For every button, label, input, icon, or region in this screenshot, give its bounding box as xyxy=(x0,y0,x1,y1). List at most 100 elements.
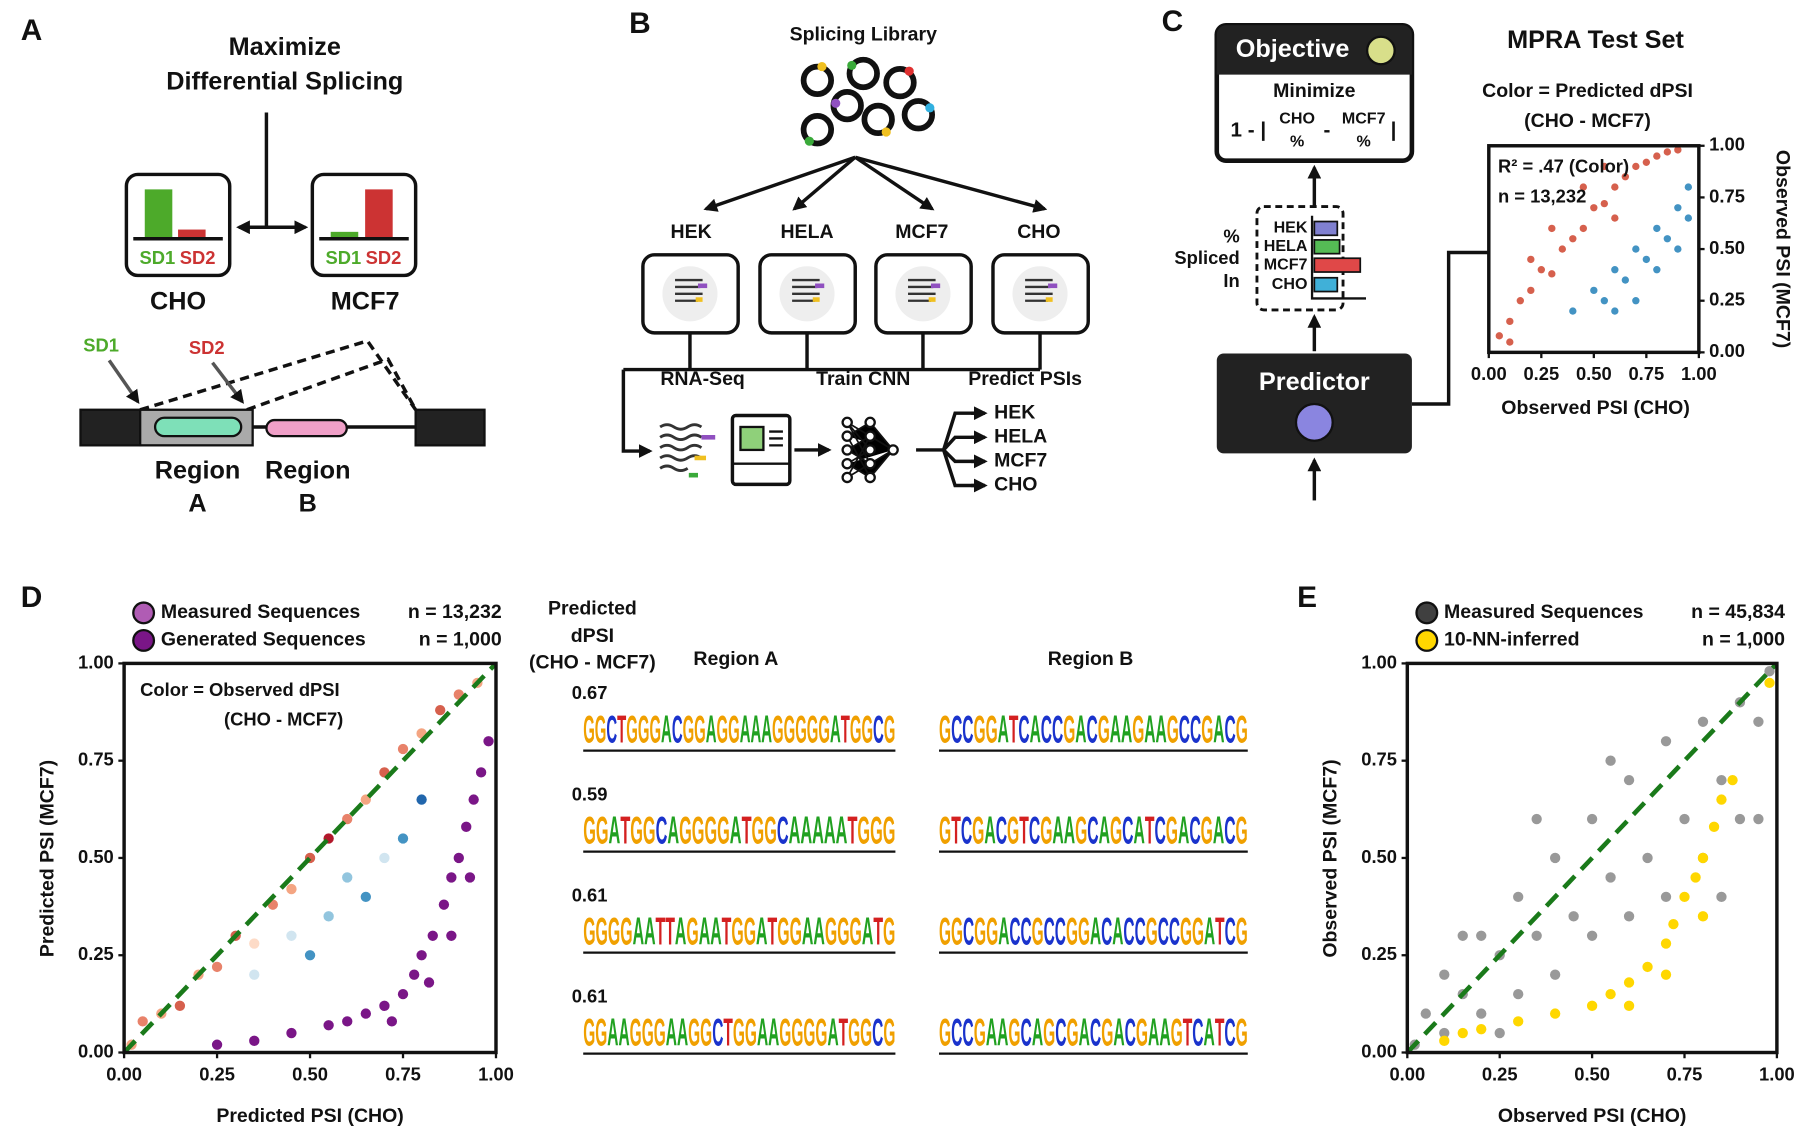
point xyxy=(1513,988,1524,1000)
nucleotide: G xyxy=(779,1012,791,1055)
nucleotide: C xyxy=(1009,911,1020,954)
nucleotide: A xyxy=(1064,810,1075,853)
cell-label: CHO xyxy=(1017,221,1060,243)
point xyxy=(1623,911,1635,922)
nucleotide: C xyxy=(1224,810,1235,853)
point xyxy=(1579,224,1587,233)
point xyxy=(416,950,427,961)
nucleotide: T xyxy=(1215,1012,1225,1055)
point xyxy=(1558,245,1566,253)
nucleotide: T xyxy=(620,810,630,853)
point xyxy=(1734,813,1746,825)
panel-letter: E xyxy=(1297,581,1317,614)
point xyxy=(1527,255,1535,264)
nucleotide: G xyxy=(583,1012,595,1055)
nucleotide: G xyxy=(860,1012,872,1055)
fan xyxy=(916,411,983,488)
nucleotide: A xyxy=(802,911,813,954)
nucleotide: C xyxy=(656,810,668,853)
label: MCF7 xyxy=(331,288,400,316)
point xyxy=(1549,1008,1561,1019)
nucleotide: G xyxy=(745,1012,757,1055)
nucleotide: C xyxy=(1189,810,1200,853)
axis-label: % xyxy=(1223,225,1239,246)
x-tick-label: 0.00 xyxy=(106,1063,142,1084)
nucleotide: G xyxy=(1201,709,1213,752)
nucleotide: C xyxy=(1125,1012,1136,1055)
annotation: Color = Observed dPSI xyxy=(140,679,339,700)
nucleotide: G xyxy=(772,709,784,752)
point xyxy=(1590,204,1598,212)
nucleotide: C xyxy=(1154,810,1165,853)
step-label: Predict PSIs xyxy=(968,368,1082,390)
nucleotide: A xyxy=(1213,810,1224,853)
nucleotide: C xyxy=(872,1012,883,1055)
nucleotide: A xyxy=(836,810,848,853)
nucleotide: G xyxy=(939,1012,951,1055)
scatter-chart: 0.00 0.25 0.50 0.75 1.00 0.00 0.25 0.50 0.75 1.00… xyxy=(1320,601,1795,1127)
legend: Measured Sequences n = 13,232 Generated Se… xyxy=(132,601,502,652)
output-label: CHO xyxy=(994,474,1037,496)
point xyxy=(1579,183,1587,191)
nucleotide: G xyxy=(596,911,608,954)
box xyxy=(124,172,232,278)
nucleotide: A xyxy=(984,810,995,853)
nucleotide: G xyxy=(791,1012,803,1055)
nucleotide: G xyxy=(1075,810,1087,853)
point xyxy=(1516,297,1524,305)
panel-letter: B xyxy=(629,7,651,40)
nucleotide: A xyxy=(1113,1012,1124,1055)
nucleotide: A xyxy=(1159,1012,1170,1055)
formula: CHO xyxy=(1279,110,1315,128)
point xyxy=(1457,1027,1468,1039)
legend-count: n = 1,000 xyxy=(419,629,502,651)
nucleotide: G xyxy=(1236,810,1248,853)
connector xyxy=(623,332,1042,372)
nucleotide: G xyxy=(861,709,873,752)
predictor-label: Predictor xyxy=(1259,368,1370,396)
bar-icon xyxy=(365,189,393,239)
bar-label: HELA xyxy=(1264,237,1308,255)
output-label: HELA xyxy=(994,425,1047,447)
x-tick-label: 0.50 xyxy=(1576,363,1612,384)
objective-goal: Minimize xyxy=(1273,80,1355,102)
point xyxy=(1653,266,1661,274)
bar-icon xyxy=(178,229,206,239)
nucleotide: G xyxy=(848,1012,860,1055)
point xyxy=(464,872,476,883)
y-tick-label: 1.00 xyxy=(1361,651,1397,672)
nucleotide: G xyxy=(728,709,740,752)
point xyxy=(1716,891,1727,903)
nucleotide: A xyxy=(761,709,772,752)
nucleotide: G xyxy=(595,709,607,752)
point xyxy=(1753,813,1764,825)
nucleotide: G xyxy=(837,911,849,954)
point xyxy=(1600,162,1609,171)
x-axis-label: Observed PSI (CHO) xyxy=(1498,1105,1687,1127)
nucleotide: A xyxy=(1052,810,1063,853)
nucleotide: A xyxy=(618,1012,629,1055)
nucleotide: G xyxy=(777,911,789,954)
nucleotide: A xyxy=(667,810,679,853)
box xyxy=(310,172,418,278)
point xyxy=(1697,852,1709,864)
point xyxy=(1611,266,1619,274)
point xyxy=(397,833,409,844)
point xyxy=(1586,1000,1598,1011)
point xyxy=(360,1008,371,1019)
sd1: SD1 xyxy=(83,334,119,355)
point xyxy=(1495,332,1503,340)
nucleotide: C xyxy=(1179,709,1190,752)
logo: GGCTGGGACGGAGGAAAGGGGGATGGCG xyxy=(583,709,895,752)
splice-paths xyxy=(139,338,418,412)
point xyxy=(1527,286,1535,295)
scatter-chart: MPRA Test Set Color = Predicted dPSI (CHO … xyxy=(1471,26,1793,419)
nucleotide: G xyxy=(1067,1012,1079,1055)
logo-title: (CHO - MCF7) xyxy=(529,652,656,674)
y-tick-label: 0.00 xyxy=(78,1040,114,1061)
nucleotide: A xyxy=(1099,810,1110,853)
formula: % xyxy=(1290,133,1304,151)
nucleotide: A xyxy=(644,911,655,954)
scatter-chart: 0.00 0.25 0.50 0.75 1.00 0.00 0.25 0.50 0.75 1.00… xyxy=(37,601,514,1127)
point xyxy=(1513,891,1524,903)
